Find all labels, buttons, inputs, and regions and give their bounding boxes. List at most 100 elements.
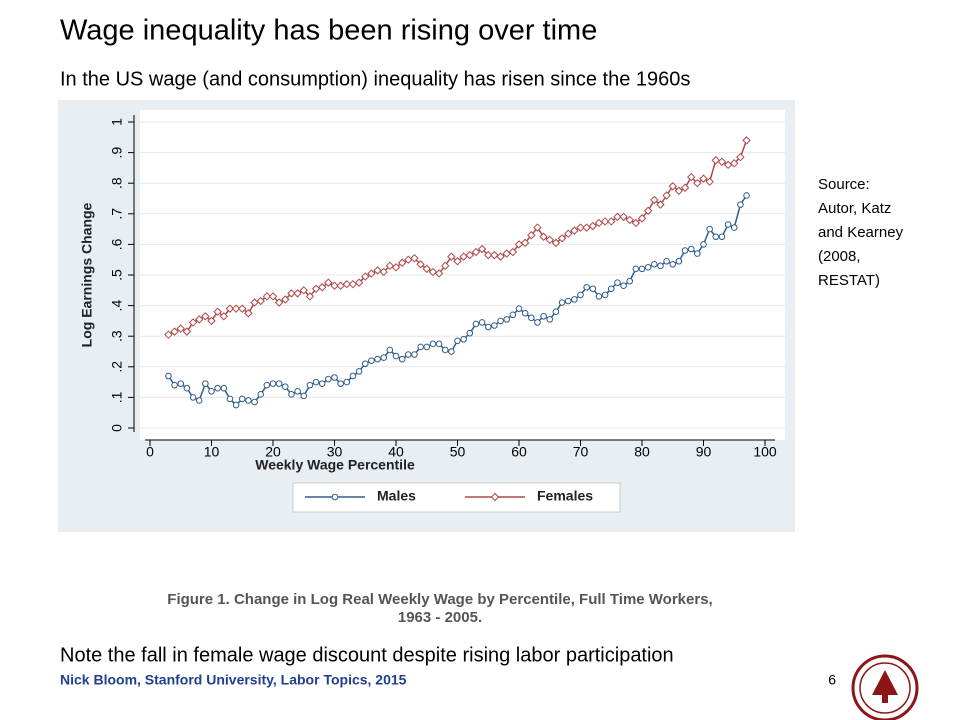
data-point <box>342 279 352 289</box>
data-point <box>441 346 449 354</box>
data-point <box>331 374 338 381</box>
data-point <box>448 348 455 355</box>
data-point <box>343 378 351 386</box>
x-tick-label: 60 <box>511 444 527 460</box>
data-point <box>650 195 659 205</box>
data-point <box>325 375 332 383</box>
data-point <box>657 262 664 270</box>
data-point <box>521 309 529 317</box>
data-point <box>477 244 487 254</box>
data-point <box>416 260 425 269</box>
data-point <box>656 200 665 209</box>
data-point <box>454 337 461 345</box>
data-point <box>491 322 498 329</box>
data-point <box>663 257 670 265</box>
data-point <box>613 212 622 222</box>
data-point <box>380 354 388 361</box>
data-point <box>681 247 689 254</box>
data-point <box>620 282 627 290</box>
data-point <box>354 278 364 287</box>
data-point <box>428 267 438 277</box>
data-point <box>300 392 308 400</box>
data-point <box>607 285 615 293</box>
data-point <box>355 368 363 375</box>
data-point <box>527 231 536 240</box>
legend-marker <box>331 493 339 501</box>
data-point <box>262 292 272 301</box>
data-point <box>484 250 493 260</box>
data-point <box>282 383 289 390</box>
data-point <box>674 186 684 196</box>
data-point <box>465 250 475 260</box>
data-point <box>213 307 222 316</box>
data-point <box>263 381 271 389</box>
data-point <box>417 343 424 351</box>
data-point <box>257 391 265 398</box>
data-point <box>588 221 598 231</box>
data-point <box>392 352 400 360</box>
data-point <box>632 265 640 273</box>
data-point <box>324 278 333 287</box>
x-tick-label: 50 <box>450 444 466 460</box>
data-point <box>571 296 578 303</box>
data-point <box>367 269 376 278</box>
data-point <box>466 329 474 337</box>
y-tick-label: 1 <box>109 118 125 126</box>
data-point <box>440 261 450 271</box>
data-point <box>631 218 641 228</box>
data-point <box>368 357 375 364</box>
data-point <box>385 261 395 271</box>
data-point <box>712 233 720 241</box>
data-point <box>619 212 628 222</box>
data-point <box>724 221 732 228</box>
source-line: and Kearney <box>818 224 904 241</box>
data-point <box>570 226 579 235</box>
data-point <box>552 308 560 316</box>
data-point <box>238 304 247 313</box>
y-tick-label: .1 <box>109 391 125 403</box>
data-point <box>374 355 381 363</box>
x-tick-label: 0 <box>146 444 154 460</box>
data-point <box>706 225 713 233</box>
source-line: (2008, <box>818 248 861 265</box>
chart: 0.1.2.3.4.5.6.7.8.910 10 20 30 40 50 60 70 80 90 1… <box>79 115 785 513</box>
data-point <box>275 380 283 387</box>
legend-marker <box>490 492 500 502</box>
data-point <box>251 398 258 406</box>
y-tick-label: .9 <box>109 147 125 159</box>
x-tick-label: 80 <box>634 444 650 460</box>
data-point <box>429 340 437 348</box>
data-point <box>686 172 696 182</box>
data-point <box>397 258 407 267</box>
data-point <box>405 351 412 358</box>
data-point <box>317 283 327 292</box>
data-point <box>700 241 707 248</box>
figure-caption: Figure 1. Change in Log Real Weekly Wage… <box>167 591 712 626</box>
data-point <box>312 378 320 386</box>
data-point <box>268 292 278 301</box>
source-line: Source: <box>818 176 870 193</box>
data-point <box>318 380 326 387</box>
data-point <box>693 178 702 188</box>
data-point <box>607 217 616 226</box>
data-point <box>256 296 265 306</box>
data-point <box>669 260 677 268</box>
data-point <box>528 314 535 322</box>
data-point <box>183 384 191 392</box>
data-point <box>294 387 301 395</box>
data-point <box>563 229 573 238</box>
caption-line: Figure 1. Change in Log Real Weekly Wage… <box>167 591 712 608</box>
data-point <box>398 355 406 363</box>
data-point <box>182 327 192 336</box>
data-point <box>386 346 394 354</box>
y-tick-label: .6 <box>109 238 125 250</box>
data-point <box>207 316 216 326</box>
data-point <box>219 312 229 321</box>
data-point <box>238 395 246 403</box>
data-point <box>478 319 486 326</box>
page-number: 6 <box>828 672 836 688</box>
data-point <box>208 387 215 395</box>
data-point <box>305 292 315 301</box>
